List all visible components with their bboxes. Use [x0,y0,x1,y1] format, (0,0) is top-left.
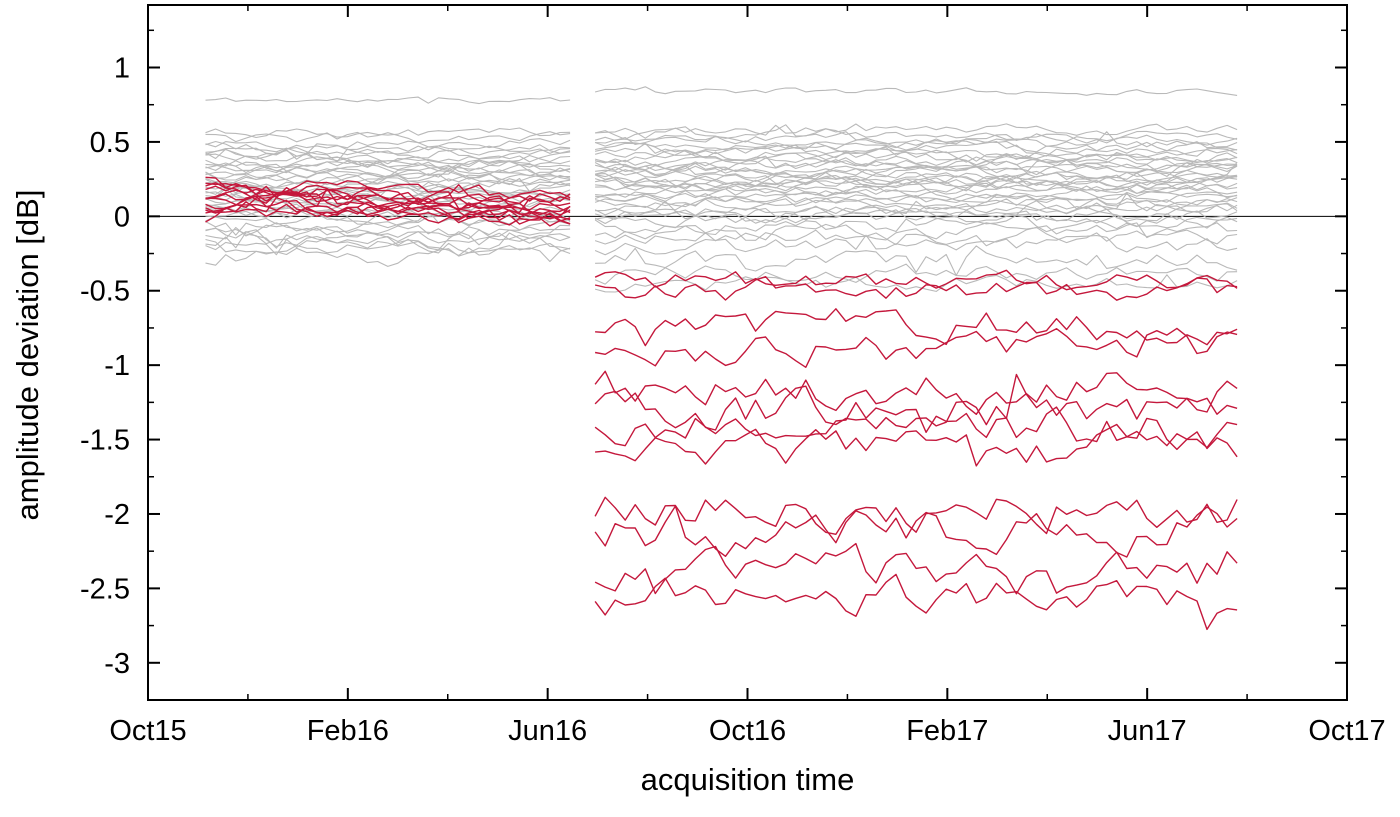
reference-series-line [594,142,1238,161]
reference-series-line [205,172,571,187]
highlight-series-line [594,542,1238,595]
plot-border [147,4,1348,701]
reference-series-line [594,274,1238,293]
reference-series-line [205,138,571,150]
reference-series-line [594,222,1238,242]
reference-series-line [595,123,1238,139]
reference-series-line [594,86,1238,96]
reference-series-line [595,206,1238,225]
reference-series-line [594,195,1238,211]
reference-series-line [205,160,571,174]
reference-series-line [594,214,1238,236]
reference-series-line [205,127,571,139]
reference-series-line [594,140,1238,153]
highlight-series-line [594,401,1238,451]
reference-series-line [595,161,1238,183]
reference-series-line [595,200,1238,216]
reference-series-line [594,164,1238,180]
reference-series-line [594,131,1238,151]
reference-series-line [205,131,571,144]
reference-series-line [595,191,1238,210]
reference-series-line [205,232,571,256]
reference-series-line [594,210,1238,229]
highlight-series-line [594,276,1238,301]
y-tick-label: -3 [104,648,130,680]
highlight-series-line [594,370,1238,415]
y-tick-label: -2.5 [80,573,130,605]
reference-series-line [205,186,571,200]
y-tick-label: 0 [114,201,130,233]
axis-ticks [147,5,1348,701]
reference-series-line [205,242,571,267]
highlight-series-line [594,327,1238,368]
reference-series-line [205,229,571,251]
x-tick-label: Feb16 [307,715,389,747]
reference-series-group [205,86,1238,293]
reference-series-line [595,175,1238,190]
reference-series-line [205,227,571,249]
highlight-series-line [594,269,1238,291]
highlight-series-line [205,205,571,227]
x-tick-label: Oct17 [1308,715,1385,747]
y-tick-label: 0.5 [90,127,130,159]
highlight-series-line [595,308,1238,347]
reference-series-line [594,163,1238,179]
y-tick-labels: 1 0.5 0 -0.5 -1 -1.5 -2 -2.5 -3 [80,53,130,680]
highlight-series-line [205,196,571,222]
x-tick-label: Feb17 [906,715,988,747]
reference-series-line [595,131,1238,146]
highlight-series-line [205,184,571,206]
reference-series-line [205,221,571,245]
y-axis-label: amplitude deviation [dB] [10,189,45,521]
reference-series-line [205,177,571,193]
highlight-series-line [594,573,1238,631]
highlight-series-line [594,373,1238,431]
y-tick-label: -1.5 [80,425,130,457]
reference-series-line [594,188,1238,203]
reference-series-line [594,234,1238,256]
reference-series-line [594,263,1238,285]
y-tick-label: -1 [104,350,130,382]
reference-series-line [594,226,1238,247]
reference-series-line [595,245,1238,277]
reference-series-line [594,124,1238,142]
reference-series-line [594,203,1238,220]
x-tick-label: Oct16 [709,715,786,747]
reference-series-line [205,140,571,156]
x-tick-label: Jun17 [1108,715,1187,747]
reference-series-line [205,146,571,160]
reference-series-line [595,184,1238,198]
highlight-series-line [594,505,1238,558]
reference-series-line [205,96,571,105]
x-tick-label: Jun16 [508,715,587,747]
x-tick-labels: Oct15 Feb16 Jun16 Oct16 Feb17 Jun17 Oct17 [109,715,1385,747]
reference-series-line [595,158,1238,172]
x-tick-label: Oct15 [109,715,186,747]
highlight-series-group [205,176,1238,631]
y-tick-label: 1 [114,53,130,85]
x-axis-label: acquisition time [640,762,855,797]
y-tick-label: -2 [104,499,130,531]
reference-series-line [205,238,571,263]
reference-series-line [205,151,571,165]
highlight-series-line [594,496,1238,535]
highlight-series-line [595,423,1238,467]
reference-series-line [595,172,1238,188]
reference-series-line [205,187,571,206]
reference-series-line [205,162,571,177]
reference-series-line [205,206,571,224]
highlight-series-line [205,191,571,212]
y-tick-label: -0.5 [80,276,130,308]
reference-series-line [595,180,1238,195]
reference-series-line [594,172,1238,188]
